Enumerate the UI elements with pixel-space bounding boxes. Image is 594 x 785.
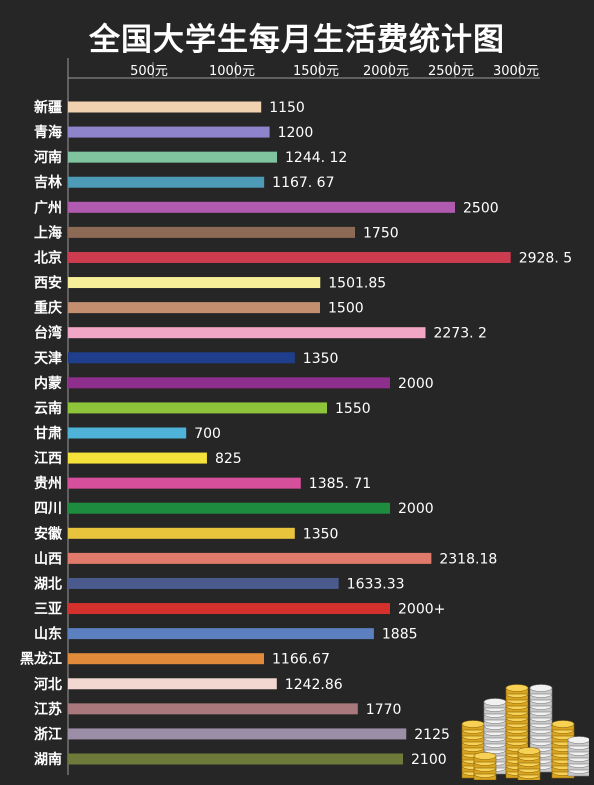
value-label: 1166.67 xyxy=(272,652,330,668)
category-label: 江西 xyxy=(34,450,62,467)
category-label: 上海 xyxy=(34,224,62,241)
category-label: 三亚 xyxy=(34,602,62,618)
category-label: 重庆 xyxy=(34,300,62,317)
bar xyxy=(68,201,455,213)
category-label: 天津 xyxy=(34,350,62,367)
bar xyxy=(68,176,265,188)
x-tick-label: 500元 xyxy=(130,64,168,79)
bar xyxy=(68,552,432,564)
bar xyxy=(68,402,327,414)
category-label: 河南 xyxy=(34,149,62,166)
category-label: 广州 xyxy=(34,199,62,216)
category-label: 北京 xyxy=(34,249,62,266)
bar xyxy=(68,277,321,289)
bar xyxy=(68,603,390,615)
category-label: 山西 xyxy=(34,551,62,567)
value-label: 2273. 2 xyxy=(434,326,487,342)
category-label: 湖北 xyxy=(34,576,62,592)
value-label: 1550 xyxy=(335,401,371,417)
value-label: 700 xyxy=(194,426,221,442)
value-label: 2318.18 xyxy=(439,551,497,567)
bar xyxy=(68,728,407,740)
bar xyxy=(68,502,390,514)
value-label: 1350 xyxy=(303,351,339,367)
bar xyxy=(68,678,277,690)
category-label: 台湾 xyxy=(34,325,62,342)
value-label: 1242.86 xyxy=(285,677,343,693)
category-label: 吉林 xyxy=(34,174,62,191)
bar xyxy=(68,302,320,314)
bar xyxy=(68,126,270,138)
x-tick-label: 2000元 xyxy=(363,64,409,79)
bar xyxy=(68,527,295,539)
category-label: 浙江 xyxy=(34,726,62,743)
category-label: 西安 xyxy=(34,275,62,292)
value-label: 2500 xyxy=(463,200,499,216)
value-label: 1633.33 xyxy=(347,576,405,592)
category-label: 黑龙江 xyxy=(20,651,62,668)
value-label: 1385. 71 xyxy=(309,476,371,492)
category-label: 江苏 xyxy=(34,701,62,718)
value-label: 2000 xyxy=(398,501,434,517)
value-label: 1350 xyxy=(303,526,339,542)
bar xyxy=(68,452,207,464)
x-tick-label: 2500元 xyxy=(428,64,474,79)
bar xyxy=(68,151,278,163)
x-tick-label: 3000元 xyxy=(493,64,539,79)
value-label: 2000 xyxy=(398,376,434,392)
bar xyxy=(68,703,358,715)
bar xyxy=(68,753,403,765)
bar xyxy=(68,653,265,665)
value-label: 1150 xyxy=(269,100,305,116)
category-label: 四川 xyxy=(34,501,62,517)
value-label: 1200 xyxy=(278,125,314,141)
bar xyxy=(68,477,301,489)
category-label: 河北 xyxy=(34,676,62,693)
value-label: 1244. 12 xyxy=(285,150,347,166)
chart-title: 全国大学生每月生活费统计图 xyxy=(89,22,505,58)
category-label: 青海 xyxy=(34,124,62,141)
bar xyxy=(68,251,511,263)
value-label: 1770 xyxy=(366,702,402,718)
bar xyxy=(68,377,390,389)
value-label: 2928. 5 xyxy=(519,250,572,266)
bar xyxy=(68,226,355,238)
value-label: 1501.85 xyxy=(328,276,386,292)
bar xyxy=(68,427,187,439)
category-label: 山东 xyxy=(34,626,62,643)
category-label: 新疆 xyxy=(34,99,62,116)
category-label: 内蒙 xyxy=(34,375,62,392)
value-label: 1500 xyxy=(328,301,364,317)
bar xyxy=(68,327,426,339)
bar xyxy=(68,352,295,364)
bar xyxy=(68,101,262,113)
value-label: 2000+ xyxy=(398,602,445,618)
x-tick-label: 1500元 xyxy=(293,64,339,79)
category-label: 云南 xyxy=(34,400,62,417)
category-label: 湖南 xyxy=(34,751,62,768)
bar xyxy=(68,628,374,640)
value-label: 825 xyxy=(215,451,242,467)
category-label: 贵州 xyxy=(34,475,62,492)
value-label: 1167. 67 xyxy=(272,175,334,191)
value-label: 2125 xyxy=(414,727,450,743)
value-label: 1885 xyxy=(382,627,418,643)
value-label: 1750 xyxy=(363,225,399,241)
x-tick-label: 1000元 xyxy=(209,64,255,79)
coin-stacks-icon xyxy=(461,684,589,780)
category-label: 安徽 xyxy=(34,525,63,542)
value-label: 2100 xyxy=(411,752,447,768)
bar xyxy=(68,577,339,589)
category-label: 甘肃 xyxy=(34,425,62,442)
